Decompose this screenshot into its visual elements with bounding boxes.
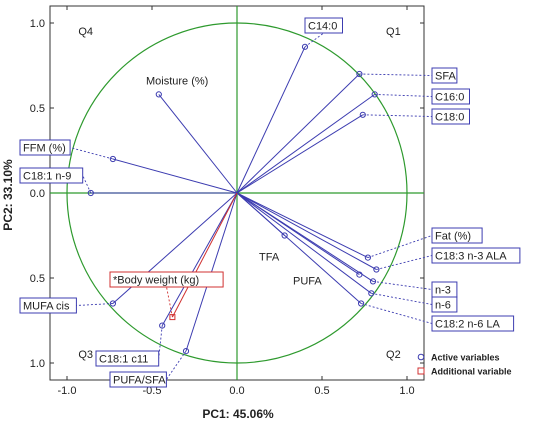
label-box-fat: [431, 227, 483, 244]
quadrant-label-q2: Q2: [386, 349, 401, 361]
x-tick-label: -1.0: [58, 385, 77, 397]
legend-active-label: Active variables: [431, 353, 500, 363]
leader-mufa-cis: [76, 303, 113, 306]
y-tick-label: 0.0: [30, 188, 45, 200]
x-tick-label: -0.5: [143, 385, 162, 397]
label-body-weight-kg: *Body weight (kg): [113, 275, 199, 287]
leader-ffm: [69, 147, 114, 160]
label-box-c14-0: [304, 17, 343, 34]
label-box-c18-0: [431, 108, 470, 125]
label-c14-0: C14:0: [308, 21, 337, 33]
point-sfa: [356, 70, 363, 78]
y-tick-label: 0.5: [30, 273, 45, 285]
x-tick-label: 0.5: [314, 385, 329, 397]
legend-additional-label: Additional variable: [431, 367, 512, 377]
label-c16-0: C16:0: [435, 92, 464, 104]
leader-sfa: [359, 73, 433, 76]
point-pufa-sfa: [182, 348, 190, 355]
point-n-6: [368, 290, 375, 297]
label-box-c18-2-n-6-la: [431, 315, 515, 332]
point-c18-0: [359, 111, 366, 118]
leader-body-weight-kg: [166, 286, 173, 318]
label-box-pufa-sfa: [109, 371, 167, 388]
vector-n-6: [236, 192, 372, 294]
label-c18-3-n-3-ala: C18:3 n-3 ALA: [435, 251, 507, 263]
leader-c18-1-c11: [158, 325, 163, 359]
label-ffm: FFM (%): [23, 143, 66, 155]
label-c18-1-c11: C18:1 c11: [99, 354, 148, 366]
label-box-c18-3-n-3-ala: [431, 247, 521, 264]
label-box-c18-1-c11: [95, 350, 160, 367]
label-box-ffm: [19, 139, 71, 156]
point-c18-2-n-6-la: [358, 300, 365, 307]
y-axis-label: PC2: 33.10%: [1, 159, 15, 231]
label-mufa-cis: MUFA cis: [23, 301, 70, 313]
vector-c18-1-c11: [161, 192, 238, 326]
vector-c16-0: [236, 93, 375, 194]
x-tick-label: 1.0: [399, 385, 414, 397]
legend-additional-marker: [417, 367, 425, 375]
vector-ffm: [112, 158, 238, 194]
leader-n-3: [372, 280, 433, 290]
point-c18-3-n-3-ala: [373, 266, 380, 273]
legend-active-marker: [417, 353, 425, 361]
label-n-3: n-3: [435, 285, 451, 297]
point-c14-0: [301, 43, 309, 50]
leader-c18-2-n-6-la: [360, 303, 433, 324]
vector-c18-2-n-6-la: [236, 192, 362, 304]
leader-n-6: [371, 292, 433, 305]
label-box-c18-1-n-9: [19, 167, 84, 184]
legend: Active variables Additional variable: [417, 353, 512, 377]
leader-c16-0: [374, 93, 433, 97]
vector-c18-3-n-3-ala: [236, 192, 377, 270]
label-pufa: PUFA: [293, 276, 322, 288]
y-tick-label: 1.0: [30, 358, 45, 370]
vector-body-weight-kg: [171, 192, 238, 318]
quadrant-label-q3: Q3: [78, 349, 93, 361]
quadrant-label-q4: Q4: [78, 26, 93, 38]
vector-c18-0: [236, 114, 364, 194]
point-ffm: [109, 155, 117, 163]
label-box-c16-0: [431, 88, 470, 105]
label-box-body-weight-kg: [109, 271, 224, 288]
label-c18-1-n-9: C18:1 n-9: [23, 171, 71, 183]
label-c18-2-n-6-la: C18:2 n-6 LA: [435, 319, 500, 331]
vector-fat: [236, 192, 369, 259]
label-fat: Fat (%): [435, 231, 471, 243]
leader-pufa-sfa: [166, 350, 187, 380]
label-sfa: SFA: [435, 71, 456, 83]
y-tick-label: 1.0: [30, 18, 45, 30]
y-tick-label: 0.5: [30, 103, 45, 115]
leader-c18-1-n-9: [82, 175, 92, 194]
point-c18-1-c11: [159, 322, 166, 329]
label-box-mufa-cis: [19, 297, 77, 314]
x-tick-label: 0.0: [229, 385, 244, 397]
label-box-sfa: [431, 67, 458, 84]
leader-c18-3-n-3-ala: [376, 255, 433, 270]
vector-sfa: [236, 73, 360, 194]
quadrant-label-q1: Q1: [386, 26, 401, 38]
point-fat: [364, 254, 371, 261]
point-mufa-cis: [109, 300, 117, 307]
label-c18-0: C18:0: [435, 112, 464, 124]
point-c16-0: [371, 91, 378, 98]
leader-fat: [367, 235, 433, 259]
leader-c18-0: [362, 114, 433, 117]
point-tfa: [281, 232, 288, 239]
vector-n-3: [236, 192, 374, 282]
label-pufa-sfa: PUFA/SFA: [113, 375, 166, 387]
label-tfa: TFA: [259, 252, 280, 264]
label-moisture: Moisture (%): [146, 76, 208, 88]
label-box-n-6: [431, 296, 458, 313]
vector-c14-0: [236, 46, 306, 194]
point-n-3: [369, 278, 377, 285]
vector-moisture: [158, 94, 238, 194]
point-moisture: [155, 91, 162, 98]
x-axis-label: PC1: 45.06%: [202, 407, 274, 421]
point-body-weight-kg: [169, 314, 176, 321]
plot-area: -1.0 -0.5 0.0 0.5 1.0 1.0 0.5 0.0 0.5 1.0 Q1 Q2 Q3 Q4…: [19, 5, 521, 397]
point-c18-1-n-9: [87, 189, 94, 197]
label-n-6: n-6: [435, 300, 451, 312]
